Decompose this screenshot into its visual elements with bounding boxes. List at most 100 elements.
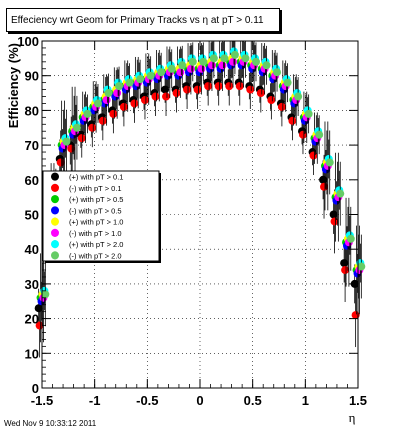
timestamp-footer: Wed Nov 9 10:33:12 2011	[4, 419, 97, 428]
data-point	[267, 95, 276, 104]
data-point	[119, 102, 128, 111]
data-point	[336, 189, 345, 198]
x-tick-label: 1	[302, 393, 309, 408]
data-point	[207, 61, 216, 70]
legend-marker	[51, 228, 59, 237]
data-point	[167, 64, 176, 73]
x-axis-label: η	[349, 410, 356, 425]
x-tick-label: 1.5	[349, 393, 367, 408]
data-point	[62, 137, 71, 146]
data-point	[251, 57, 260, 66]
data-point	[199, 57, 208, 66]
data-point	[325, 158, 334, 167]
data-point	[283, 78, 292, 87]
legend-marker	[51, 206, 59, 215]
legend-marker	[51, 217, 59, 226]
data-point	[109, 109, 118, 118]
data-point	[256, 89, 265, 98]
legend-marker	[51, 251, 59, 260]
x-tick-label: -1.5	[31, 393, 53, 408]
legend-marker	[51, 195, 59, 204]
x-tick-label: -1	[89, 393, 101, 408]
data-point	[225, 82, 234, 91]
legend-label: (+) with pT > 1.0	[69, 218, 123, 227]
y-tick-label: 20	[25, 312, 39, 327]
data-point	[176, 68, 185, 77]
data-point	[183, 85, 192, 94]
y-tick-label: 30	[25, 277, 39, 292]
y-tick-label: 80	[25, 103, 39, 118]
data-point	[220, 54, 229, 63]
data-point	[125, 78, 134, 87]
plot-title: Effeciency wrt Geom for Primary Tracks v…	[6, 8, 280, 32]
data-point	[178, 61, 187, 70]
legend-marker	[51, 172, 59, 181]
y-tick-label: 100	[17, 34, 39, 49]
data-point	[193, 85, 202, 94]
data-point	[98, 116, 107, 125]
data-point	[218, 61, 227, 70]
data-point	[104, 89, 113, 98]
data-point	[229, 57, 238, 66]
data-point	[157, 68, 166, 77]
legend-marker	[51, 240, 59, 249]
data-point	[262, 61, 271, 70]
data-point	[346, 234, 355, 243]
data-point	[214, 82, 223, 91]
data-point	[102, 95, 111, 104]
y-tick-label: 10	[25, 346, 39, 361]
y-tick-label: 70	[25, 138, 39, 153]
data-point	[93, 99, 102, 108]
data-point	[136, 75, 145, 84]
data-point	[230, 50, 239, 59]
data-point	[357, 262, 366, 271]
data-point	[83, 109, 92, 118]
x-tick-label: 0	[196, 393, 203, 408]
y-tick-label: 90	[25, 69, 39, 84]
legend-label: (-) with pT > 0.5	[69, 206, 122, 215]
data-point	[115, 82, 124, 91]
x-tick-label: -0.5	[136, 393, 158, 408]
data-point	[172, 89, 181, 98]
data-point	[288, 116, 297, 125]
data-point	[130, 99, 139, 108]
data-point	[140, 95, 149, 104]
data-point	[204, 82, 213, 91]
data-point	[209, 54, 218, 63]
legend-label: (-) with pT > 0.1	[69, 184, 122, 193]
y-tick-label: 40	[25, 242, 39, 257]
data-point	[41, 290, 50, 299]
data-point	[246, 85, 255, 94]
data-point	[197, 64, 206, 73]
data-point	[294, 92, 303, 101]
data-point	[113, 89, 122, 98]
legend-label: (+) with pT > 0.5	[69, 195, 123, 204]
x-tick-label: 0.5	[244, 393, 262, 408]
data-point	[188, 57, 197, 66]
data-point	[315, 130, 324, 139]
data-point	[235, 82, 244, 91]
data-point	[277, 102, 286, 111]
data-point	[162, 92, 171, 101]
data-point	[304, 109, 313, 118]
y-tick-label: 0	[32, 381, 39, 396]
data-point	[273, 68, 282, 77]
legend-box	[42, 170, 160, 262]
y-axis-label: Efficiency (%)	[6, 43, 21, 128]
data-point	[77, 134, 86, 143]
data-point	[88, 123, 97, 132]
data-point	[241, 54, 250, 63]
data-point	[146, 71, 155, 80]
plot-title-text: Effeciency wrt Geom for Primary Tracks v…	[11, 15, 264, 26]
legend-label: (-) with pT > 2.0	[69, 251, 122, 260]
y-tick-label: 50	[25, 208, 39, 223]
data-point	[186, 64, 195, 73]
legend-marker	[51, 183, 59, 192]
data-point	[72, 123, 81, 132]
data-point	[151, 92, 160, 101]
legend-label: (+) with pT > 2.0	[69, 240, 123, 249]
y-tick-label: 60	[25, 173, 39, 188]
legend-label: (+) with pT > 0.1	[69, 173, 123, 182]
legend-label: (-) with pT > 1.0	[69, 229, 122, 238]
